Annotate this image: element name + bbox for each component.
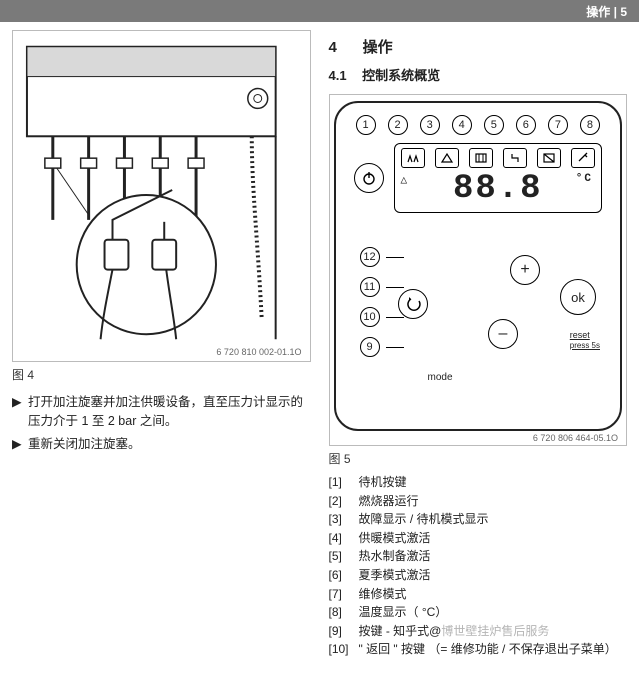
callout-11: 11 <box>360 277 380 297</box>
legend-list: [1]待机按键 [2]燃烧器运行 [3]故障显示 / 待机模式显示 [4]供暖模… <box>329 473 628 659</box>
hotwater-icon <box>503 148 527 168</box>
callout-7: 7 <box>548 115 568 135</box>
service-icon <box>571 148 595 168</box>
callout-3: 3 <box>420 115 440 135</box>
callout-12: 12 <box>360 247 380 267</box>
minus-button[interactable]: – <box>488 319 518 349</box>
power-icon <box>361 170 377 186</box>
bullet-item: ▶ 打开加注旋塞并加注供暖设备，直至压力计显示的压力介于 1 至 2 bar 之… <box>12 393 311 431</box>
bullet-text: 重新关闭加注旋塞。 <box>28 435 141 454</box>
ok-button[interactable]: ok <box>560 279 596 315</box>
control-panel: 1 2 3 4 5 6 7 8 <box>334 101 623 431</box>
subsection-heading: 4.1 控制系统概览 <box>329 65 628 84</box>
legend-item: [4]供暖模式激活 <box>329 529 628 548</box>
temperature-display: △ 88.8 °C <box>401 172 596 206</box>
legend-item: [2]燃烧器运行 <box>329 492 628 511</box>
subsection-title: 控制系统概览 <box>362 68 440 83</box>
figure-4-caption: 图 4 <box>12 366 311 383</box>
burner-icon <box>401 148 425 168</box>
section-number: 4 <box>329 39 359 56</box>
left-column: 6 720 810 002-01.1O 图 4 ▶ 打开加注旋塞并加注供暖设备，… <box>12 30 311 659</box>
bullet-marker: ▶ <box>12 435 28 454</box>
mode-label: mode <box>428 372 453 383</box>
icon-strip <box>401 148 596 168</box>
legend-item: [1]待机按键 <box>329 473 628 492</box>
subsection-number: 4.1 <box>329 68 359 83</box>
button-area: 12 11 10 9 + – ok <box>354 225 603 385</box>
figure-5-ref: 6 720 806 464-05.1O <box>334 431 623 443</box>
legend-item: [3]故障显示 / 待机模式显示 <box>329 510 628 529</box>
bullet-item: ▶ 重新关闭加注旋塞。 <box>12 435 311 454</box>
callout-2: 2 <box>388 115 408 135</box>
legend-item: [9]按键 - 知乎式@博世壁挂炉售后服务 <box>329 622 628 641</box>
callout-5: 5 <box>484 115 504 135</box>
section-title: 操作 <box>363 39 393 56</box>
figure-4-ref: 6 720 810 002-01.1O <box>17 345 306 357</box>
bullet-text: 打开加注旋塞并加注供暖设备，直至压力计显示的压力介于 1 至 2 bar 之间。 <box>28 393 311 431</box>
panel-top-row: △ 88.8 °C <box>354 143 603 213</box>
top-callout-row: 1 2 3 4 5 6 7 8 <box>354 115 603 135</box>
figure-5-box: 1 2 3 4 5 6 7 8 <box>329 94 628 446</box>
digits: 88.8 <box>453 170 543 208</box>
section-heading: 4 操作 <box>329 36 628 57</box>
page-body: 6 720 810 002-01.1O 图 4 ▶ 打开加注旋塞并加注供暖设备，… <box>0 22 639 671</box>
back-arrow-icon <box>405 297 421 311</box>
header-label: 操作 | 5 <box>586 3 627 20</box>
right-column: 4 操作 4.1 控制系统概览 1 2 3 4 5 6 7 8 <box>329 30 628 659</box>
warning-triangle-icon: △ <box>401 176 410 187</box>
legend-item: [5]热水制备激活 <box>329 547 628 566</box>
power-button[interactable] <box>354 163 384 193</box>
left-callouts: 12 11 10 9 <box>360 247 404 357</box>
fault-icon <box>435 148 459 168</box>
lcd-display: △ 88.8 °C <box>394 143 603 213</box>
callout-4: 4 <box>452 115 472 135</box>
back-button[interactable] <box>398 289 428 319</box>
heating-icon <box>469 148 493 168</box>
instruction-list: ▶ 打开加注旋塞并加注供暖设备，直至压力计显示的压力介于 1 至 2 bar 之… <box>12 393 311 453</box>
watermark-text: 博世壁挂炉售后服务 <box>441 624 549 638</box>
callout-9: 9 <box>360 337 380 357</box>
callout-6: 6 <box>516 115 536 135</box>
callout-10: 10 <box>360 307 380 327</box>
unit-label: °C <box>576 174 593 185</box>
summer-icon <box>537 148 561 168</box>
reset-label: reset press 5s <box>570 331 600 351</box>
bullet-marker: ▶ <box>12 393 28 431</box>
figure-4-box: 6 720 810 002-01.1O <box>12 30 311 362</box>
callout-8: 8 <box>580 115 600 135</box>
callout-1: 1 <box>356 115 376 135</box>
figure-4-illustration <box>17 35 306 345</box>
figure-5-caption: 图 5 <box>329 450 628 467</box>
page-header-bar: 操作 | 5 <box>0 0 639 22</box>
legend-item: [8]温度显示（ °C） <box>329 603 628 622</box>
legend-item: [7]维修模式 <box>329 585 628 604</box>
legend-item: [6]夏季模式激活 <box>329 566 628 585</box>
legend-item: [10]" 返回 " 按键 （= 维修功能 / 不保存退出子菜单） <box>329 640 628 659</box>
ok-label: ok <box>571 290 585 305</box>
plus-button[interactable]: + <box>510 255 540 285</box>
